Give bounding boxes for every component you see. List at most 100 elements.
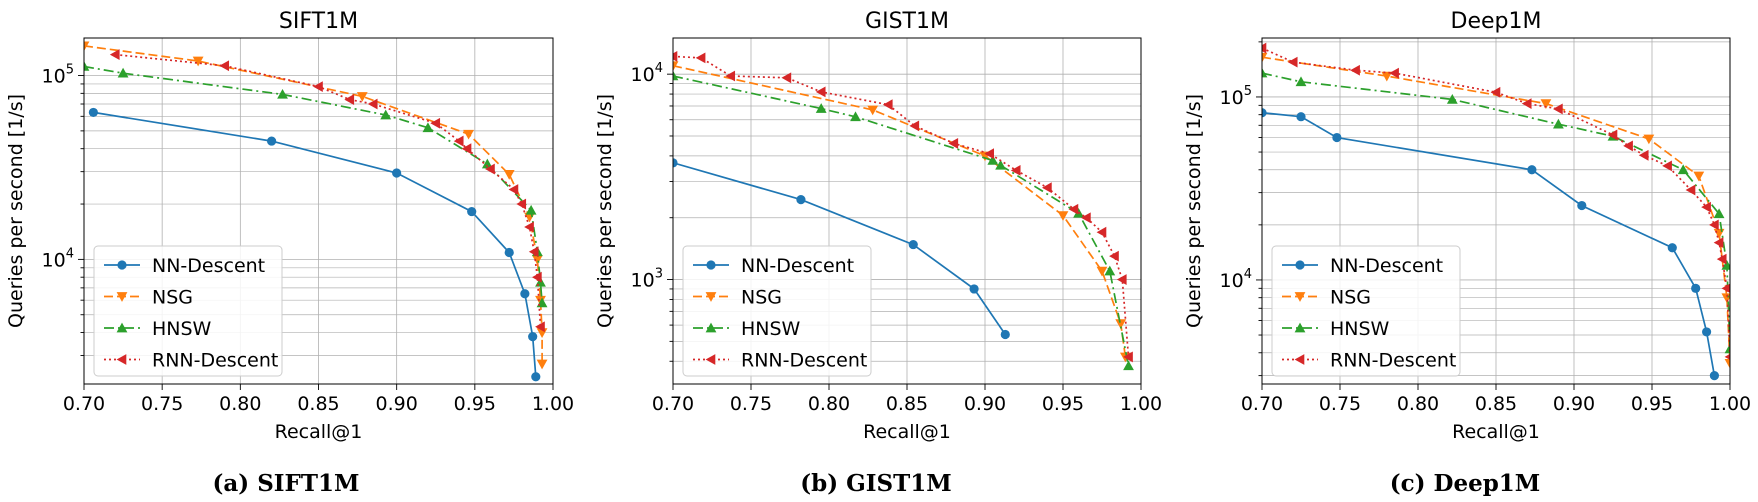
data-point-nn-descent <box>467 206 477 217</box>
data-point-nn-descent <box>1691 283 1701 293</box>
data-point-rnn-descent <box>1709 219 1719 231</box>
x-tick-label: 0.95 <box>454 393 496 415</box>
data-point-rnn-descent <box>508 184 519 195</box>
series-nn-descent <box>673 158 1010 340</box>
data-point-nn-descent <box>520 289 530 299</box>
legend-marker <box>116 354 127 365</box>
data-point-nsg <box>1381 71 1393 82</box>
y-tick-label: 104 <box>1220 267 1252 292</box>
data-point-nsg <box>192 56 204 67</box>
x-tick-label: 0.85 <box>886 393 928 415</box>
data-point-nsg <box>531 255 543 265</box>
data-point-rnn-descent <box>485 163 495 175</box>
data-point-nn-descent <box>88 107 98 118</box>
legend-label: RNN-Descent <box>152 350 278 372</box>
data-point-nn-descent <box>392 168 402 178</box>
data-point-hnsw <box>525 204 537 215</box>
legend-box <box>1271 245 1461 377</box>
x-tick-label: 0.95 <box>1631 393 1673 415</box>
data-point-hnsw <box>481 158 493 169</box>
data-point-nn-descent <box>1527 165 1537 175</box>
legend-marker <box>116 292 128 302</box>
chart-title: GIST1M <box>865 9 949 34</box>
y-axis-label: Queries per second [1/s] <box>594 94 616 328</box>
data-point-nsg <box>356 92 368 102</box>
legend-marker <box>1294 292 1306 302</box>
data-point-hnsw <box>850 111 861 122</box>
data-point-hnsw <box>84 61 90 71</box>
data-point-rnn-descent <box>524 221 534 233</box>
caption-a: (a) SIFT1M <box>212 470 360 497</box>
legend-label: HNSW <box>152 318 212 340</box>
data-point-nn-descent <box>528 332 538 342</box>
data-point-rnn-descent <box>461 143 472 155</box>
legend-entry-nsg: NSG <box>693 287 782 309</box>
series-line-hnsw <box>84 65 543 303</box>
data-point-nsg <box>1724 359 1730 369</box>
legend: NN-Descent NSG HNSW RNN-Descent <box>93 245 283 377</box>
legend-box <box>93 245 283 377</box>
legend-entry-nsg: NSG <box>1282 287 1371 309</box>
legend-label: HNSW <box>1330 318 1390 340</box>
legend-marker <box>117 260 127 270</box>
data-point-nsg <box>1643 134 1655 145</box>
legend: NN-Descent NSG HNSW RNN-Descent <box>682 245 872 377</box>
data-point-rnn-descent <box>1662 160 1672 172</box>
legend-label: HNSW <box>741 318 801 340</box>
data-point-nsg <box>84 41 90 52</box>
data-point-hnsw <box>1295 76 1307 87</box>
y-tick-exponent: 4 <box>1244 267 1252 282</box>
legend-entry-nn-descent: NN-Descent <box>104 255 265 277</box>
data-point-rnn-descent <box>1123 351 1133 363</box>
x-tick-label: 0.95 <box>1042 393 1084 415</box>
legend-label: NN-Descent <box>741 255 854 277</box>
y-tick-exponent: 3 <box>655 267 663 282</box>
y-tick-label: 104 <box>631 61 663 86</box>
y-tick-base: 10 <box>631 64 655 86</box>
series-rnn-descent <box>1262 42 1730 360</box>
data-point-hnsw <box>380 109 392 120</box>
x-tick-label: 0.70 <box>652 393 694 415</box>
data-point-nn-descent <box>1332 132 1342 143</box>
data-point-rnn-descent <box>1096 226 1107 238</box>
legend-label: RNN-Descent <box>741 350 867 372</box>
legend-entry-nsg: NSG <box>104 287 193 309</box>
data-point-hnsw <box>117 67 129 78</box>
y-tick-base: 10 <box>42 66 66 88</box>
data-point-nn-descent <box>673 158 678 168</box>
data-point-nn-descent <box>1709 371 1719 381</box>
y-axis-label: Queries per second [1/s] <box>1183 94 1205 328</box>
caption-c: (c) Deep1M <box>1389 470 1541 497</box>
x-axis-label: Recall@1 <box>275 421 363 443</box>
data-point-rnn-descent <box>909 120 920 132</box>
x-tick-label: 0.85 <box>297 393 339 415</box>
data-point-nn-descent <box>267 136 277 146</box>
legend-marker <box>116 322 128 333</box>
x-tick-label: 0.85 <box>1475 393 1517 415</box>
data-point-nn-descent <box>908 239 918 250</box>
series-line-hnsw <box>1262 72 1730 349</box>
data-point-nn-descent <box>796 195 806 205</box>
data-point-rnn-descent <box>1685 184 1696 196</box>
data-point-hnsw <box>422 122 434 133</box>
y-axis-label: Queries per second [1/s] <box>5 94 27 328</box>
series-nn-descent <box>1262 108 1719 381</box>
legend-entry-nn-descent: NN-Descent <box>1282 255 1443 277</box>
x-tick-label: 0.70 <box>1241 393 1283 415</box>
data-point-nn-descent <box>531 372 541 382</box>
y-tick-exponent: 5 <box>66 63 74 78</box>
data-point-nn-descent <box>1702 327 1712 337</box>
data-point-rnn-descent <box>1350 64 1360 76</box>
series-hnsw <box>673 70 1134 371</box>
data-point-rnn-descent <box>313 81 323 93</box>
data-point-nsg <box>1262 52 1268 63</box>
data-point-hnsw <box>1721 260 1730 270</box>
data-point-nn-descent <box>504 247 514 258</box>
data-point-nn-descent <box>1262 108 1267 118</box>
y-tick-exponent: 4 <box>655 61 663 76</box>
x-tick-label: 1.00 <box>1120 393 1162 415</box>
data-point-hnsw <box>673 70 679 81</box>
data-point-nsg <box>1115 319 1127 330</box>
data-point-rnn-descent <box>1116 274 1127 285</box>
